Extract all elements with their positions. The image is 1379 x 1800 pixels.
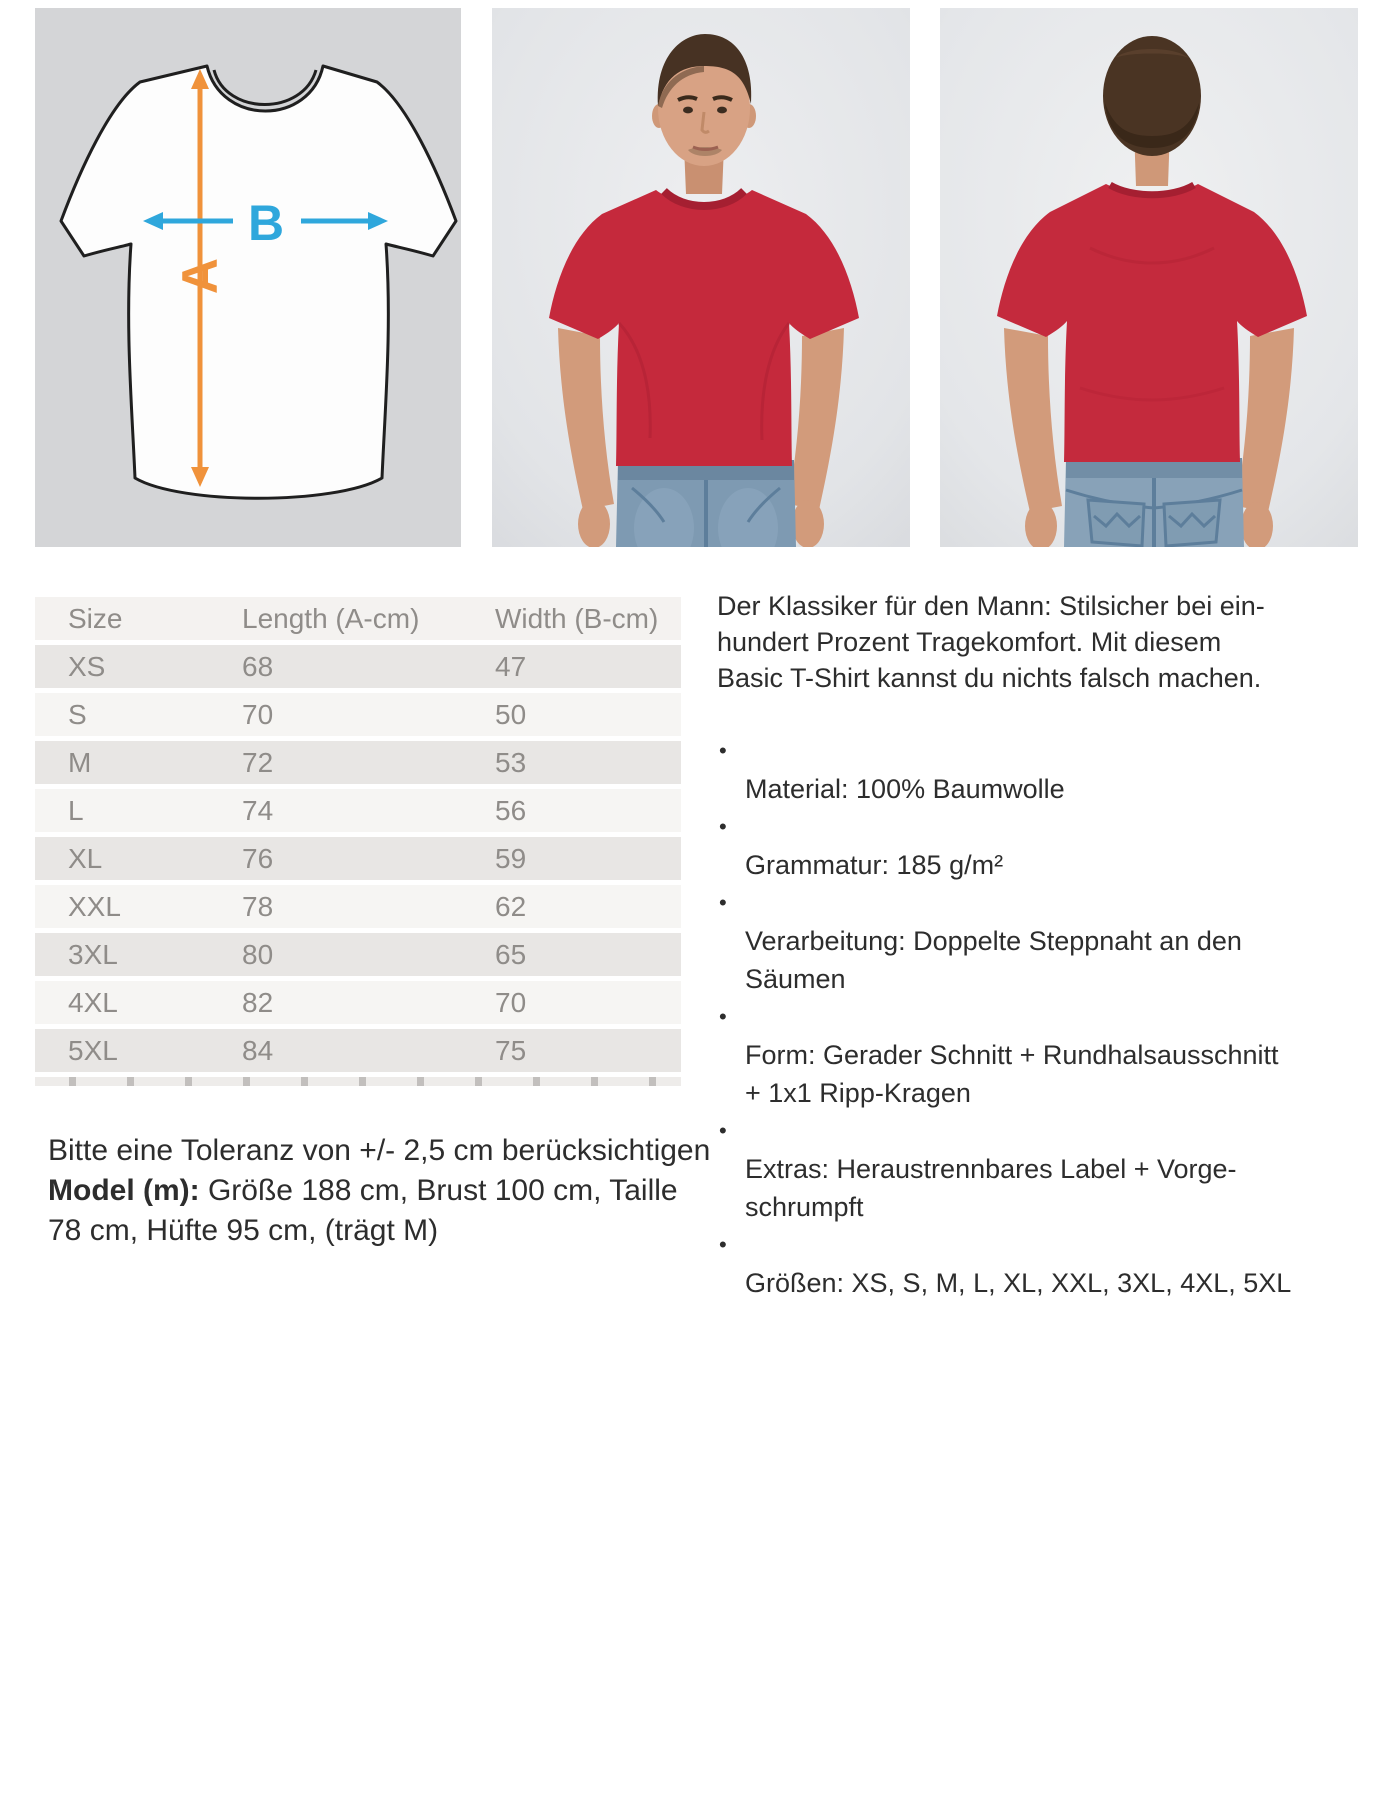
head-front [652,34,756,166]
cell-size: 3XL [35,930,209,981]
feature-item-grammatur: • Grammatur: 185 g/m² [717,808,1365,884]
model-front-illustration [492,8,910,547]
model-note: Model (m): Größe 188 cm, Brust 100 cm, T… [48,1171,758,1251]
feature-list: • Material: 100% Baumwolle • Grammatur: 18… [717,732,1365,1302]
size-chart-header-width: Width (B-cm) [462,597,681,645]
product-description: Der Klassiker für den Mann: Stilsicher b… [717,588,1365,1302]
tshirt-outline [59,64,458,500]
bullet-icon: • [719,1004,727,1029]
measure-label-b: B [248,195,284,251]
model-front-photo[interactable] [492,8,910,547]
description-intro: Der Klassiker für den Mann: Stilsicher b… [717,591,1265,693]
feature-item-extras: • Extras: Heraustrennbares Label + Vorge-… [717,1112,1365,1226]
collar-inner-line [212,69,318,106]
model-back-illustration [940,8,1358,547]
measurement-notes: Bitte eine Toleranz von +/- 2,5 cm berüc… [48,1131,758,1251]
measure-label-a: A [172,258,228,294]
cell-size: M [35,738,209,789]
feature-item-groessen: • Größen: XS, S, M, L, XL, XXL, 3XL, 4XL,… [717,1226,1365,1302]
cell-length: 78 [209,882,462,933]
cell-width: 47 [462,642,681,693]
jeans-front [616,460,796,547]
head-back [1103,36,1201,156]
cell-size: XXL [35,882,209,933]
cell-size: 5XL [35,1026,209,1077]
cell-length: 74 [209,786,462,837]
red-tshirt-front [549,187,859,466]
cell-width: 70 [462,978,681,1029]
size-chart-row-xxl: XXL 78 62 [35,882,681,933]
size-chart-table: Size Length (A-cm) Width (B-cm) XS 68 47… [35,597,681,1077]
cell-width: 62 [462,882,681,933]
model-back-photo[interactable] [940,8,1358,547]
cell-length: 80 [209,930,462,981]
cell-width: 56 [462,786,681,837]
size-chart-row-m: M 72 53 [35,738,681,789]
size-chart-row-xs: XS 68 47 [35,642,681,693]
size-diagram-image[interactable]: A B [35,8,461,547]
size-chart-row-s: S 70 50 [35,690,681,741]
size-chart-header-row: Size Length (A-cm) Width (B-cm) [35,597,681,645]
tolerance-note: Bitte eine Toleranz von +/- 2,5 cm berüc… [48,1134,711,1167]
cell-size: S [35,690,209,741]
cell-length: 84 [209,1026,462,1077]
bullet-icon: • [719,738,727,763]
jeans-back [1064,458,1244,547]
measure-arrow-b-icon: B [143,195,388,251]
cell-width: 53 [462,738,681,789]
cell-length: 82 [209,978,462,1029]
cell-size: XS [35,642,209,693]
measure-arrow-a-icon: A [172,69,228,487]
collar-band [1108,181,1196,199]
size-chart-row-4xl: 4XL 82 70 [35,978,681,1029]
pocket-stitch-w-left [1093,511,1142,529]
arms [1004,328,1294,547]
cell-length: 68 [209,642,462,693]
cell-width: 65 [462,930,681,981]
size-chart-row-l: L 74 56 [35,786,681,837]
size-chart-cutoff-row [35,1077,681,1086]
cell-length: 70 [209,690,462,741]
cell-size: L [35,786,209,837]
cell-length: 76 [209,834,462,885]
pocket-stitch-w-right [1168,511,1217,529]
tshirt-measure-diagram: A B [35,8,461,547]
cell-length: 72 [209,738,462,789]
size-chart-row-5xl: 5XL 84 75 [35,1026,681,1077]
feature-item-verarbeitung: • Verarbeitung: Doppelte Steppnaht an den… [717,884,1365,998]
feature-item-material: • Material: 100% Baumwolle [717,732,1365,808]
arms [558,328,844,547]
model-text: Größe 188 cm, Brust 100 cm, Taille 78 cm… [48,1174,678,1247]
red-tshirt-back [997,181,1307,462]
cell-width: 50 [462,690,681,741]
model-label: Model (m): [48,1174,200,1207]
feature-item-form: • Form: Gerader Schnitt + Rundhalsausschn… [717,998,1365,1112]
size-chart-row-xl: XL 76 59 [35,834,681,885]
cell-size: XL [35,834,209,885]
size-chart-header-size: Size [35,597,209,645]
cell-width: 59 [462,834,681,885]
size-chart-header-length: Length (A-cm) [209,597,462,645]
bullet-icon: • [719,1118,727,1143]
bullet-icon: • [719,890,727,915]
cell-size: 4XL [35,978,209,1029]
bullet-icon: • [719,1232,727,1257]
bullet-icon: • [719,814,727,839]
cell-width: 75 [462,1026,681,1077]
size-chart-row-3xl: 3XL 80 65 [35,930,681,981]
collar-band [661,187,747,210]
